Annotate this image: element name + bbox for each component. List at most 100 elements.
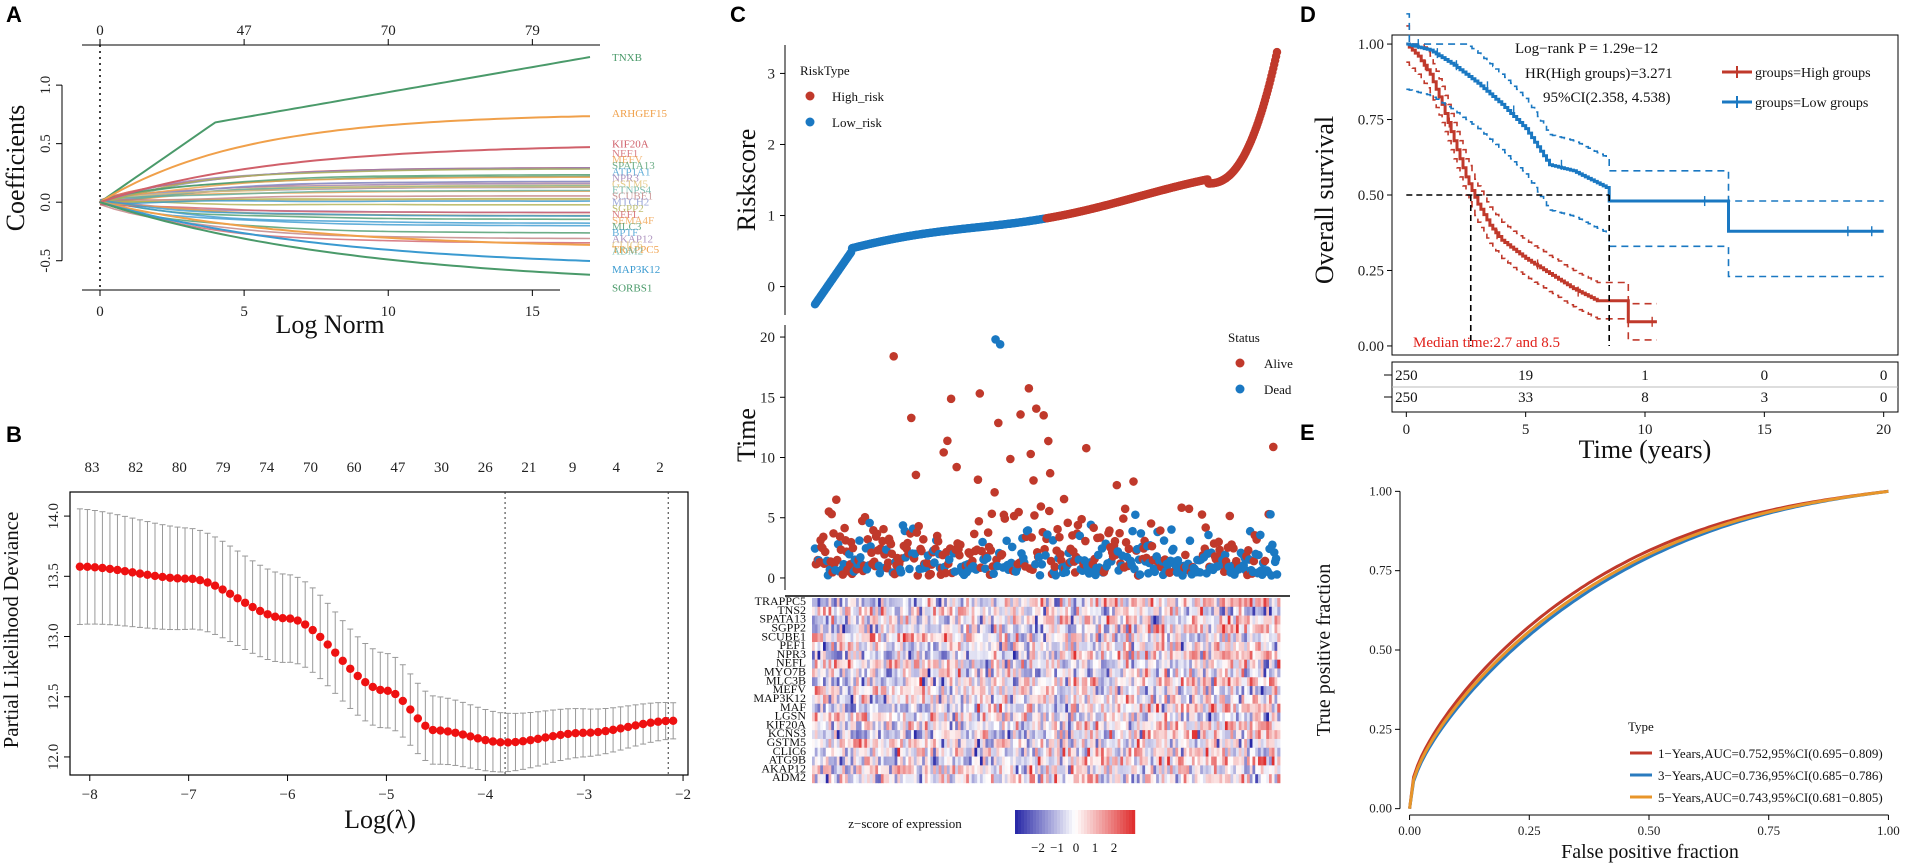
heatmap-cell — [839, 721, 843, 731]
heatmap-cell — [1057, 615, 1061, 625]
heatmap-cell — [922, 703, 926, 713]
time-point — [987, 509, 997, 519]
heatmap-cell — [1178, 721, 1182, 731]
heatmap-cell — [1186, 668, 1190, 678]
heatmap-cell — [982, 624, 986, 634]
heatmap-cell — [908, 721, 912, 731]
heatmap-cell — [875, 642, 879, 652]
deviance-point — [240, 598, 250, 607]
heatmap-cell — [872, 694, 876, 704]
heatmap-cell — [1172, 624, 1176, 634]
heatmap-cell — [913, 721, 918, 731]
heatmap-cell — [1034, 721, 1039, 731]
heatmap-cell — [1139, 642, 1143, 652]
heatmap-cell — [1150, 624, 1154, 634]
heatmap-cell — [861, 650, 865, 660]
heatmap-cell — [938, 633, 942, 643]
heatmap-cell — [1004, 756, 1008, 766]
heatmap-cell — [1068, 712, 1072, 722]
heatmap-cell — [1051, 650, 1055, 660]
heatmap-cell — [889, 756, 893, 766]
deviance-point — [278, 613, 287, 623]
heatmap-cell — [1043, 712, 1047, 722]
heatmap-cell — [867, 694, 871, 704]
heatmap-cell — [1004, 615, 1008, 625]
heatmap-cell — [1186, 686, 1190, 696]
heatmap-cell — [916, 756, 920, 766]
heatmap-cell — [1268, 703, 1273, 713]
heatmap-cell — [1007, 659, 1011, 669]
heatmap-cell — [1241, 694, 1245, 704]
heatmap-cell — [941, 677, 945, 687]
heatmap-cell — [938, 668, 942, 678]
heatmap-cell — [1079, 703, 1083, 713]
heatmap-cell — [1101, 747, 1105, 757]
heatmap-cell — [988, 659, 992, 669]
heatmap-cell — [1183, 615, 1187, 625]
heatmap-cell — [831, 633, 835, 643]
heatmap-cell — [872, 633, 876, 643]
heatmap-cell — [1040, 774, 1044, 784]
heatmap-cell — [1109, 765, 1113, 775]
heatmap-cell — [1101, 703, 1105, 713]
heatmap-cell — [974, 650, 978, 660]
heatmap-cell — [1120, 606, 1124, 616]
heatmap-cell — [1238, 633, 1242, 643]
heatmap-cell — [1106, 606, 1110, 616]
heatmap-cell — [1227, 730, 1231, 740]
heatmap-cell — [1070, 774, 1074, 784]
heatmap-cell — [864, 668, 868, 678]
heatmap-cell — [1012, 686, 1017, 696]
heatmap-cell — [1068, 694, 1072, 704]
heatmap-cell — [966, 624, 970, 634]
heatmap-cell — [1101, 615, 1105, 625]
heatmap-cell — [999, 686, 1003, 696]
heatmap-cell — [897, 606, 901, 616]
heatmap-cell — [1070, 642, 1074, 652]
heatmap-cell — [1274, 642, 1278, 652]
heatmap-cell — [845, 756, 849, 766]
deviance-point — [428, 725, 438, 735]
heatmap-cell — [1023, 721, 1028, 731]
heatmap-cell — [845, 659, 849, 669]
coef-path-labeled — [99, 115, 591, 204]
heatmap-cell — [1172, 633, 1176, 643]
heatmap-cell — [1090, 721, 1094, 731]
time-point — [994, 418, 1003, 428]
heatmap-cell — [1065, 668, 1069, 678]
top-tick-label: 9 — [569, 460, 577, 476]
heatmap-cell — [1164, 756, 1168, 766]
heatmap-cell — [1271, 615, 1275, 625]
heatmap-cell — [834, 686, 838, 696]
heatmap-cell — [1001, 668, 1006, 678]
heatmap-cell — [938, 642, 942, 652]
heatmap-cell — [985, 703, 989, 713]
heatmap-cell — [1015, 606, 1019, 616]
heatmap-cell — [1255, 668, 1259, 678]
heatmap-cell — [1079, 686, 1083, 696]
time-point — [1081, 536, 1090, 546]
heatmap-cell — [927, 730, 931, 740]
heatmap-cell — [817, 747, 821, 757]
heatmap-cell — [1167, 659, 1171, 669]
heatmap-cell — [938, 606, 942, 616]
heatmap-cell — [1051, 703, 1055, 713]
heatmap-cell — [1205, 730, 1209, 740]
heatmap-cell — [878, 606, 882, 616]
heatmap-cell — [1114, 624, 1118, 634]
heatmap-cell — [977, 642, 981, 652]
heatmap-cell — [1224, 694, 1229, 704]
heatmap-cell — [1205, 712, 1209, 722]
heatmap-cell — [1139, 650, 1143, 660]
heatmap-cell — [880, 624, 884, 634]
time-legend-title: Status — [1228, 330, 1260, 345]
heatmap-cell — [856, 738, 860, 748]
heatmap-cell — [1139, 633, 1143, 643]
heatmap-cell — [1233, 738, 1237, 748]
heatmap-cell — [1277, 747, 1281, 757]
heatmap-cell — [1001, 650, 1006, 660]
heatmap-cell — [944, 624, 948, 634]
heatmap-cell — [1062, 598, 1066, 608]
heatmap-cell — [979, 606, 984, 616]
heatmap-cell — [1158, 712, 1163, 722]
